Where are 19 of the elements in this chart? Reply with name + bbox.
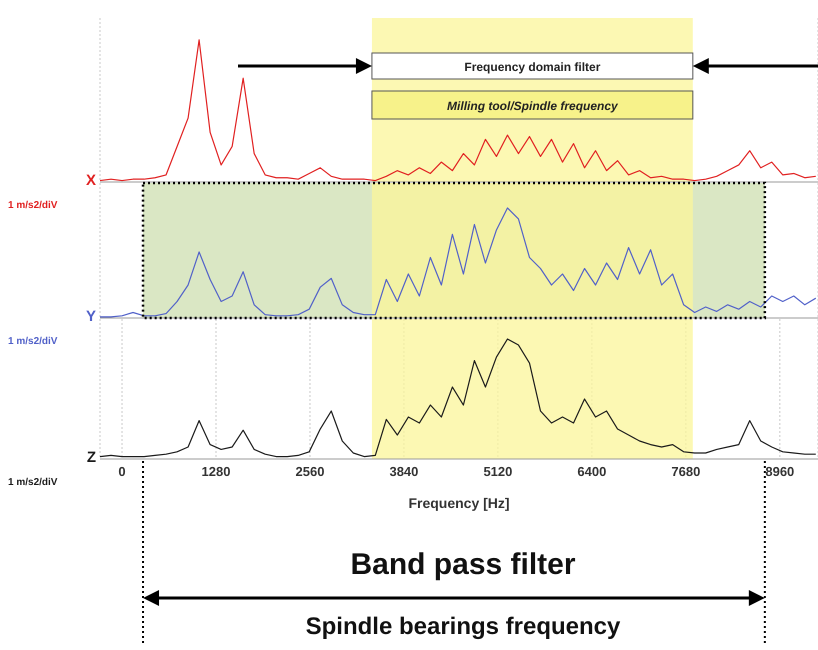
series-label: Y — [84, 308, 96, 325]
x-tick-label: 7680 — [671, 464, 700, 480]
series-label: X — [84, 172, 96, 189]
x-tick-label: 6400 — [577, 464, 606, 480]
x-axis-title: Frequency [Hz] — [408, 495, 510, 511]
band-label: Milling tool/Spindle frequency — [447, 99, 620, 113]
x-tick-label: 0 — [118, 464, 126, 480]
y-axis-title: 1 m/s2/diV — [8, 477, 58, 488]
y-axis-title: 1 m/s2/diV — [8, 200, 58, 211]
x-tick-label: 2560 — [296, 464, 324, 480]
text: Spindle bearings frequency — [306, 613, 622, 640]
series-label: Z — [86, 449, 96, 466]
x-tick-label: 1280 — [202, 464, 230, 480]
y-axis-title: 1 m/s2/diV — [8, 336, 58, 347]
annotation: Frequency domain filter — [464, 60, 601, 74]
x-tick-label: 5120 — [483, 464, 512, 480]
x-tick-label: 3840 — [389, 464, 418, 480]
x-tick-label: 8960 — [765, 464, 794, 480]
text: Band pass filter — [350, 548, 576, 581]
